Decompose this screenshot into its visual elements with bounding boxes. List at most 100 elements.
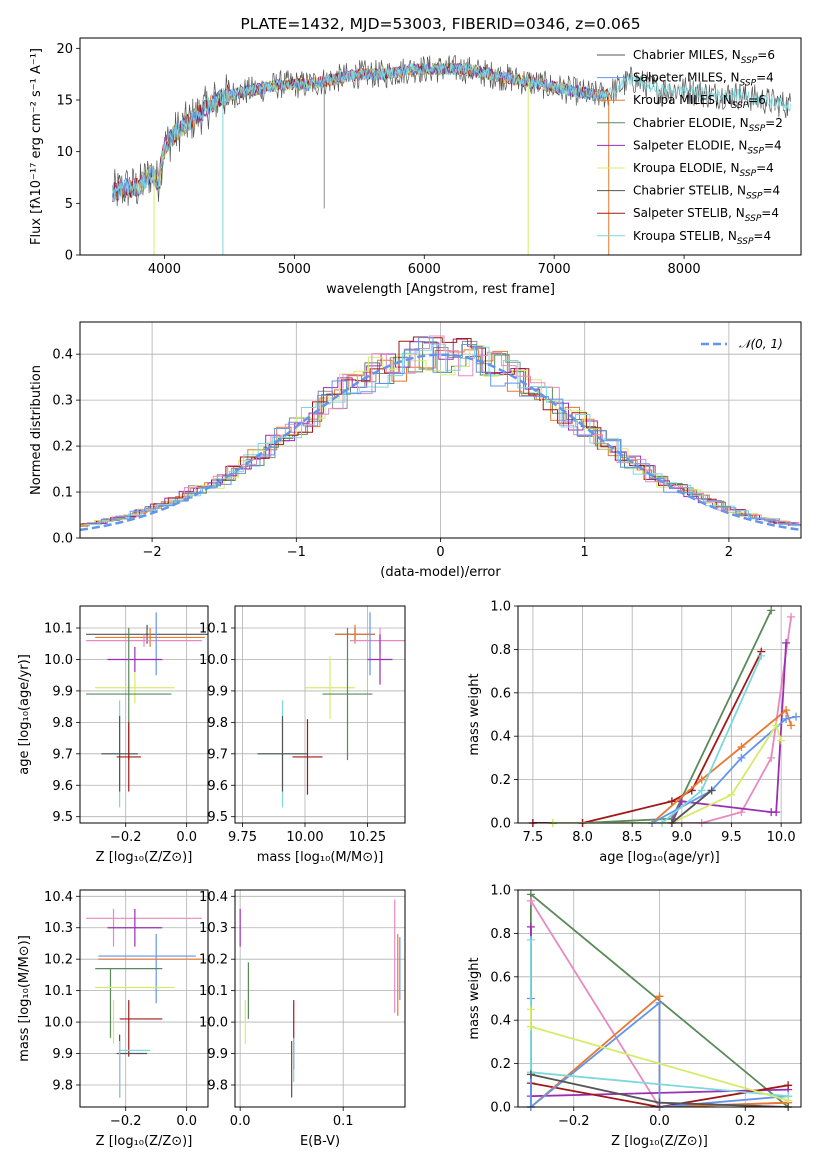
weight-line-green: [552, 609, 773, 823]
axes-frame: [234, 889, 406, 1108]
y-axis-label: mass weight: [467, 673, 482, 755]
y-tick-label: 0.2: [52, 440, 73, 455]
y-tick-label: 1.0: [490, 884, 511, 899]
panel-5: −0.2 0.0 9.8 9.9 10.0 10.1 10.2 10.3 10.4 Z [log₁…: [17, 889, 209, 1149]
legend-label: Kroupa STELIB, NSSP=4: [633, 229, 771, 247]
x-tick-label: 10.0: [767, 830, 796, 845]
x-tick-label: 0.0: [230, 1114, 251, 1129]
axes-frame: [517, 605, 802, 824]
data-marker: [526, 1022, 535, 1031]
y-axis-label: mass [log₁₀(M/M⊙)]: [17, 935, 32, 1062]
y-tick-label: 9.9: [52, 684, 73, 699]
x-axis-label: E(B-V): [300, 1134, 340, 1149]
x-tick-label: 7000: [538, 262, 571, 277]
data-marker: [737, 743, 746, 752]
y-tick-label: 0.6: [490, 970, 511, 985]
axes-frame: [79, 889, 209, 1108]
y-tick-label: 9.8: [52, 1078, 73, 1093]
y-tick-label: 0.2: [490, 773, 511, 788]
normal-curve: [80, 353, 801, 532]
x-tick-label: 0: [436, 545, 444, 560]
y-tick-label: 10.2: [199, 953, 228, 968]
axes-frame: [234, 605, 406, 824]
x-axis-label: Z [log₁₀(Z/Z⊙)]: [96, 850, 193, 865]
y-tick-label: 9.8: [207, 716, 228, 731]
y-tick-label: 10.1: [44, 984, 73, 999]
data-marker: [526, 935, 535, 944]
data-marker: [772, 721, 781, 730]
x-tick-label: −2: [143, 545, 162, 560]
y-tick-label: 9.7: [207, 747, 228, 762]
y-tick-label: 0.0: [52, 532, 73, 547]
y-tick-label: 10.1: [199, 622, 228, 637]
x-axis-label: Z [log₁₀(Z/Z⊙)]: [611, 1134, 708, 1149]
y-tick-label: 10.4: [44, 890, 73, 905]
panel-6: 0.0 0.1 9.8 9.9 10.0 10.1 10.2 10.3 10.4 E(B-V): [199, 889, 406, 1149]
spectrum-line-cyan: [112, 62, 791, 202]
data-marker: [526, 922, 535, 931]
weight-line-cyan: [552, 655, 763, 823]
y-tick-label: 9.9: [52, 1047, 73, 1062]
x-tick-label: 8.5: [622, 830, 643, 845]
y-tick-label: 10.0: [44, 1016, 73, 1031]
data-marker: [782, 706, 791, 715]
axes-frame: [79, 321, 802, 539]
x-axis-label: (data-model)/error: [380, 565, 501, 580]
legend-label: Kroupa ELODIE, NSSP=4: [633, 161, 774, 179]
x-tick-label: 4000: [148, 262, 181, 277]
y-tick-label: 9.8: [207, 1078, 228, 1093]
y-tick-label: 10.0: [199, 1016, 228, 1031]
legend-label: Chabrier MILES, NSSP=6: [633, 48, 775, 66]
data-marker: [767, 753, 776, 762]
data-marker: [697, 786, 706, 795]
data-marker: [655, 998, 664, 1007]
x-tick-label: −0.2: [110, 830, 142, 845]
data-marker: [667, 797, 676, 806]
y-tick-label: 0.0: [490, 1101, 511, 1116]
y-tick-label: 0.4: [490, 1014, 511, 1029]
x-axis-label: age [log₁₀(age/yr)]: [599, 850, 720, 865]
legend-label: 𝒩(0, 1): [739, 337, 783, 351]
y-tick-label: 10.4: [199, 890, 228, 905]
x-tick-label: 9.5: [721, 830, 742, 845]
data-marker: [782, 714, 791, 723]
data-marker: [787, 612, 796, 621]
axes-frame: [79, 37, 802, 256]
x-tick-label: 8.0: [572, 830, 593, 845]
y-tick-label: 20: [56, 42, 73, 57]
y-tick-label: 0.6: [490, 686, 511, 701]
y-tick-label: 0.4: [52, 348, 73, 363]
data-marker: [737, 753, 746, 762]
y-tick-label: 9.5: [207, 810, 228, 825]
y-tick-label: 9.6: [52, 779, 73, 794]
x-tick-label: 6000: [408, 262, 441, 277]
y-tick-label: 0.2: [490, 1057, 511, 1072]
x-axis-label: mass [log₁₀(M/M⊙)]: [257, 850, 384, 865]
data-marker: [526, 896, 535, 905]
x-tick-label: 0.1: [333, 1114, 354, 1129]
y-axis-label: mass weight: [467, 957, 482, 1039]
x-tick-label: 0.0: [176, 1114, 197, 1129]
x-tick-label: −1: [287, 545, 306, 560]
data-marker: [526, 1005, 535, 1014]
x-tick-label: 0.0: [176, 830, 197, 845]
y-tick-label: 5: [65, 197, 73, 212]
chart-title: PLATE=1432, MJD=53003, FIBERID=0346, z=0…: [240, 15, 640, 33]
y-tick-label: 9.7: [52, 747, 73, 762]
y-tick-label: 0.1: [52, 486, 73, 501]
y-tick-label: 0.0: [490, 817, 511, 832]
weight-line-purple: [532, 642, 787, 823]
panel-7: −0.2 0.0 0.2 0.0 0.2 0.4 0.6 0.8 1.0 Z [log₁₀(Z/Z…: [467, 884, 802, 1149]
y-axis-label: Flux [fλ10⁻¹⁷ erg cm⁻² s⁻¹ A⁻¹]: [29, 48, 44, 245]
y-tick-label: 10.3: [199, 921, 228, 936]
x-tick-label: 9.0: [671, 830, 692, 845]
data-marker: [777, 736, 786, 745]
y-tick-label: 10.3: [44, 921, 73, 936]
legend-label: Salpeter STELIB, NSSP=4: [633, 206, 779, 224]
y-tick-label: 0.3: [52, 394, 73, 409]
legend-label: Salpeter MILES, NSSP=4: [633, 71, 774, 89]
data-marker: [792, 712, 801, 721]
x-axis-label: wavelength [Angstrom, rest frame]: [326, 282, 555, 297]
legend-label: Salpeter ELODIE, NSSP=4: [633, 138, 782, 156]
axes-frame: [79, 605, 209, 824]
